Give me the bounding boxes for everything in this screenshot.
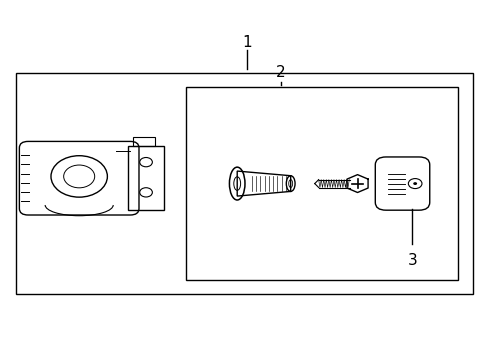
Bar — [16, 73, 472, 294]
Text: 2: 2 — [276, 65, 285, 80]
Circle shape — [412, 182, 416, 185]
Bar — [127, 146, 164, 210]
Text: 1: 1 — [242, 35, 251, 50]
Bar — [186, 87, 458, 280]
Text: 3: 3 — [407, 253, 416, 268]
